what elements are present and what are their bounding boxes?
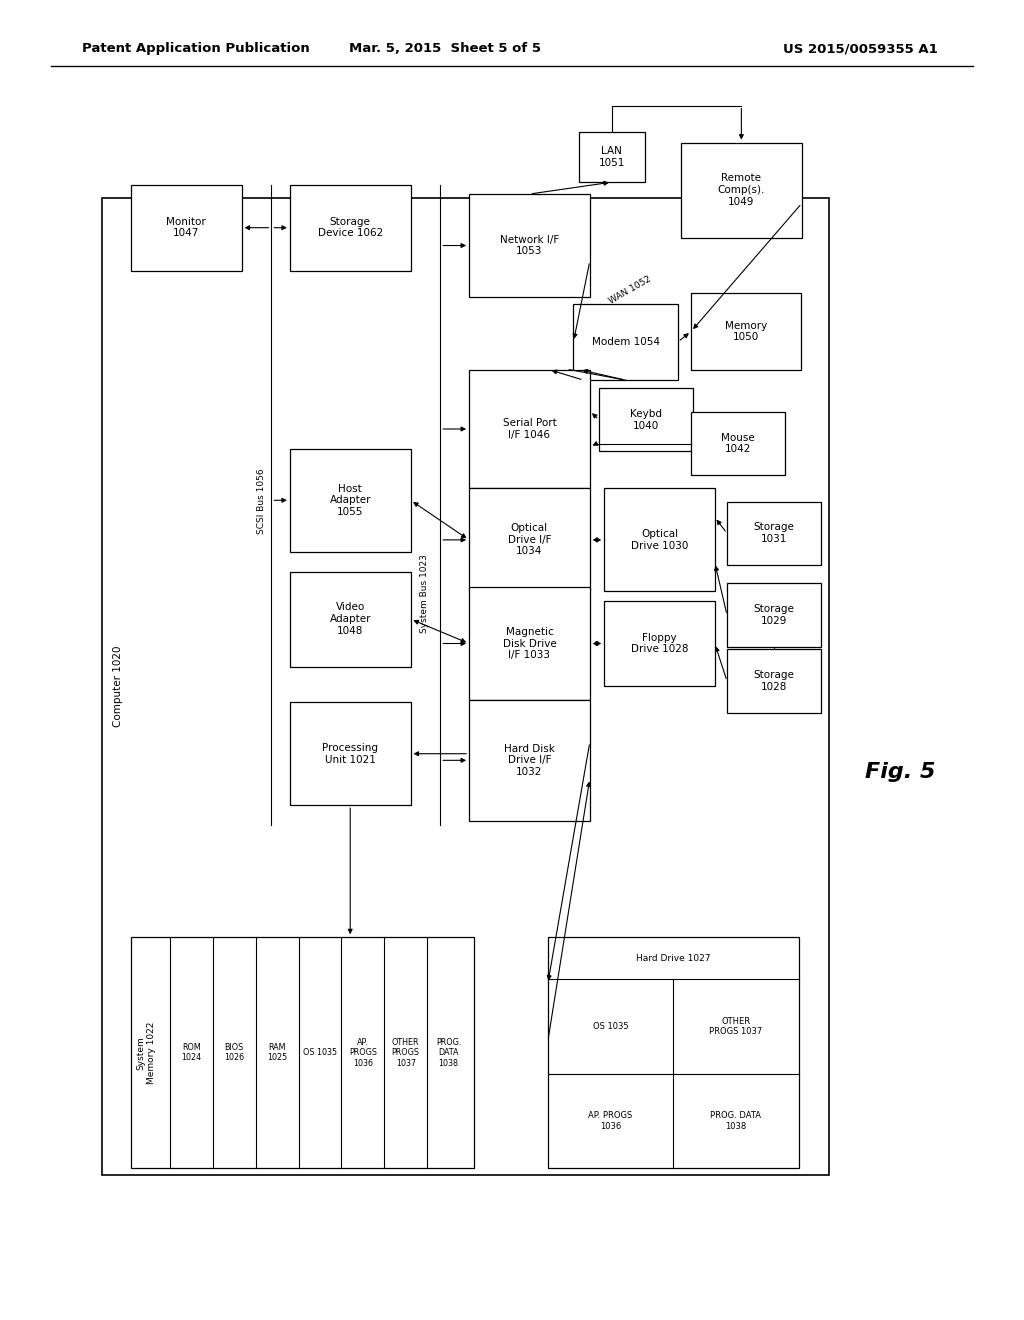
Text: RAM
1025: RAM 1025 [267,1043,288,1063]
Text: System Bus 1023: System Bus 1023 [421,554,429,634]
Bar [131,185,242,271]
Bar [691,293,801,370]
Text: Hard Disk
Drive I/F
1032: Hard Disk Drive I/F 1032 [504,743,555,777]
Text: OTHER
PROGS
1037: OTHER PROGS 1037 [392,1038,420,1068]
Text: Serial Port
I/F 1046: Serial Port I/F 1046 [503,418,556,440]
Text: PROG. DATA
1038: PROG. DATA 1038 [711,1111,762,1131]
Text: SCSI Bus 1056: SCSI Bus 1056 [257,469,265,535]
Bar [604,488,715,591]
Text: Optical
Drive I/F
1034: Optical Drive I/F 1034 [508,523,551,557]
Text: Monitor
1047: Monitor 1047 [167,216,206,239]
Text: BIOS
1026: BIOS 1026 [224,1043,245,1063]
Bar [548,937,799,1168]
Text: AP. PROGS
1036: AP. PROGS 1036 [589,1111,633,1131]
Text: Memory
1050: Memory 1050 [725,321,767,342]
Bar [727,649,821,713]
Bar [290,702,411,805]
Text: Storage
1029: Storage 1029 [754,605,795,626]
Bar [579,132,645,182]
Bar [469,194,590,297]
Text: ROM
1024: ROM 1024 [181,1043,202,1063]
Text: LAN
1051: LAN 1051 [599,147,625,168]
Bar [469,370,590,488]
Text: Mar. 5, 2015  Sheet 5 of 5: Mar. 5, 2015 Sheet 5 of 5 [349,42,542,55]
Bar [290,449,411,552]
Bar [727,583,821,647]
Text: Processing
Unit 1021: Processing Unit 1021 [323,743,378,764]
Bar [469,587,590,700]
Text: OS 1035: OS 1035 [593,1022,629,1031]
Text: OS 1035: OS 1035 [303,1048,337,1057]
Bar [290,572,411,667]
Text: Optical
Drive 1030: Optical Drive 1030 [631,529,688,550]
Text: Fig. 5: Fig. 5 [865,762,936,783]
Bar [573,304,678,380]
Text: Modem 1054: Modem 1054 [592,337,659,347]
Bar [599,388,693,451]
Bar [469,700,590,821]
Text: Remote
Comp(s).
1049: Remote Comp(s). 1049 [718,173,765,207]
Text: OTHER
PROGS 1037: OTHER PROGS 1037 [710,1016,763,1036]
Text: Storage
Device 1062: Storage Device 1062 [317,216,383,239]
Text: PROG.
DATA
1038: PROG. DATA 1038 [436,1038,461,1068]
Text: Mouse
1042: Mouse 1042 [722,433,755,454]
Text: Keybd
1040: Keybd 1040 [630,409,663,430]
Bar [691,412,785,475]
Text: WAN 1052: WAN 1052 [607,275,652,306]
Bar [469,488,590,591]
Text: Magnetic
Disk Drive
I/F 1033: Magnetic Disk Drive I/F 1033 [503,627,556,660]
Bar [727,502,821,565]
Text: Storage
1031: Storage 1031 [754,523,795,544]
Text: Hard Drive 1027: Hard Drive 1027 [636,954,711,964]
Bar [131,937,474,1168]
Bar [290,185,411,271]
Text: US 2015/0059355 A1: US 2015/0059355 A1 [782,42,938,55]
Text: Host
Adapter
1055: Host Adapter 1055 [330,483,371,517]
Bar [604,601,715,686]
Text: Video
Adapter
1048: Video Adapter 1048 [330,602,371,636]
Text: Storage
1028: Storage 1028 [754,671,795,692]
Bar [102,198,829,1175]
Text: System
Memory 1022: System Memory 1022 [137,1022,156,1084]
Text: Patent Application Publication: Patent Application Publication [82,42,309,55]
Bar [681,143,802,238]
Text: Network I/F
1053: Network I/F 1053 [500,235,559,256]
Text: Computer 1020: Computer 1020 [113,645,123,727]
Text: AP.
PROGS
1036: AP. PROGS 1036 [349,1038,377,1068]
Text: Floppy
Drive 1028: Floppy Drive 1028 [631,632,688,655]
